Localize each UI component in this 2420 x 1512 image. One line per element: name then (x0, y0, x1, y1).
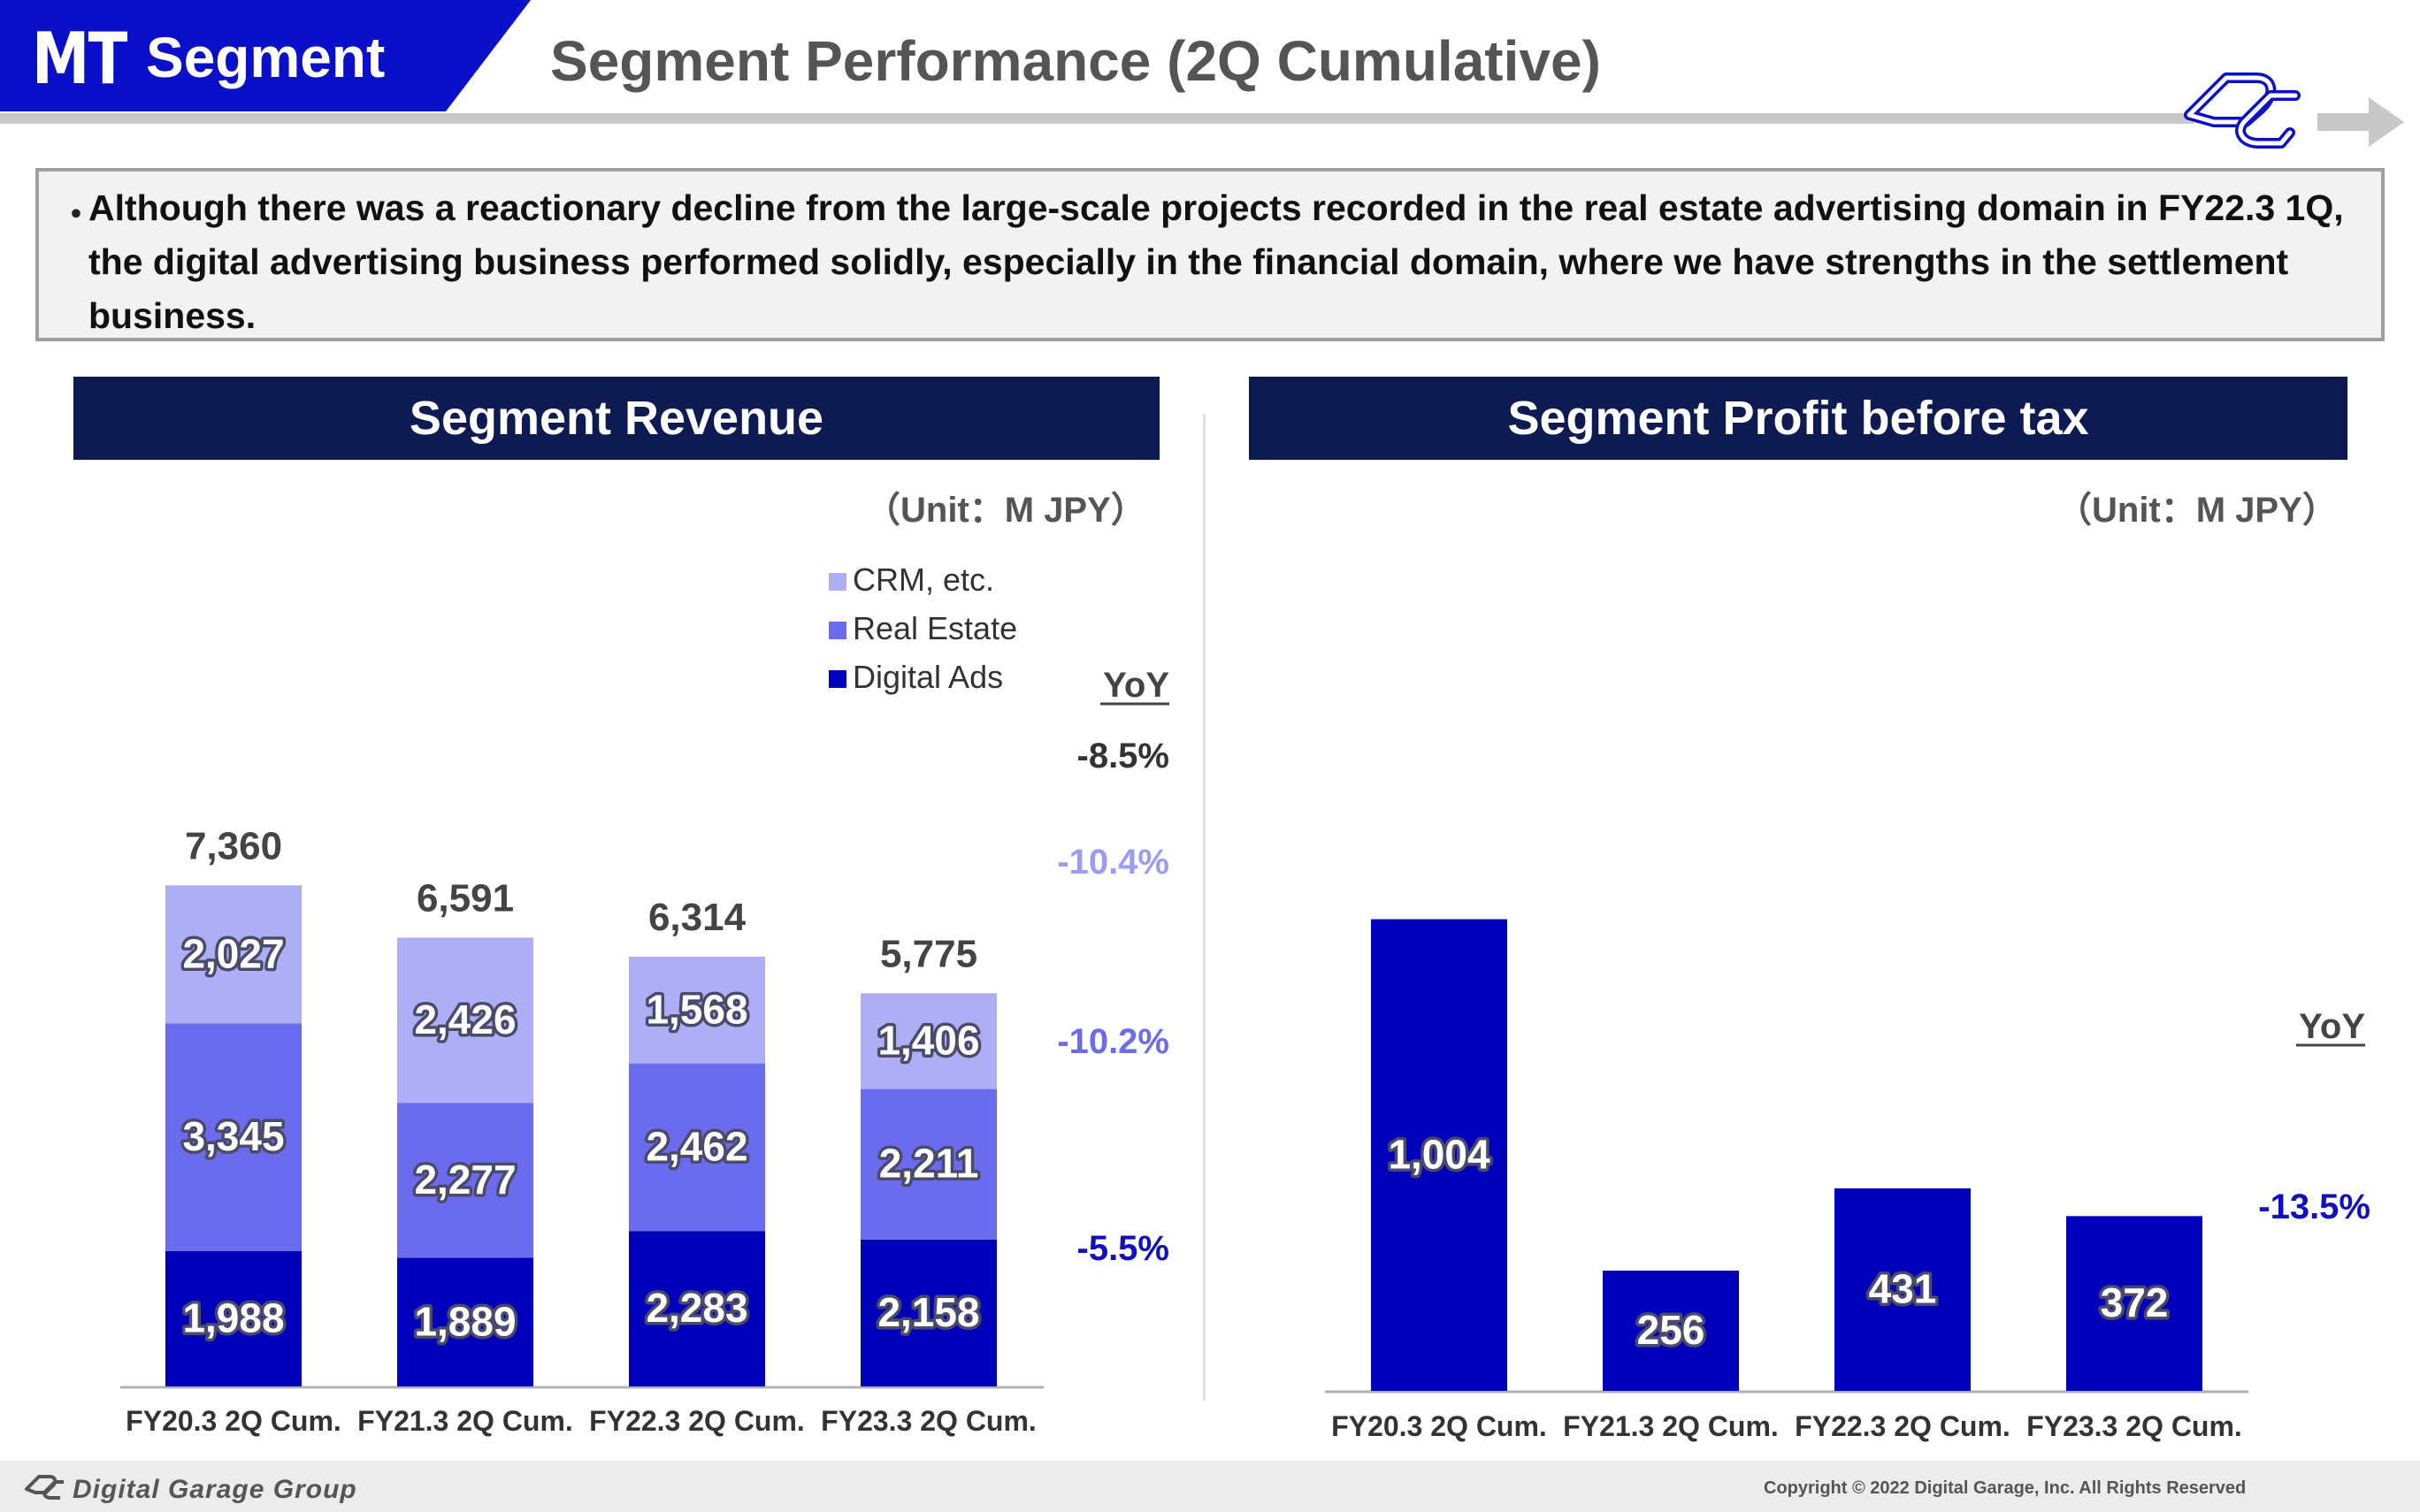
bar-value-label: 2,027 (182, 930, 284, 976)
footer-logo-icon (25, 1475, 64, 1500)
bar-value-label: 2,283 (646, 1285, 747, 1331)
profit-bar-0 (1371, 919, 1507, 1391)
footer-brand: Digital Garage Group (73, 1475, 357, 1504)
legend-swatch (829, 573, 846, 591)
total-label: 6,314 (648, 896, 747, 939)
legend-label: Digital Ads (853, 659, 1003, 695)
bar-value-label: 2,158 (877, 1289, 979, 1335)
bar-real-estate-0 (165, 1023, 302, 1251)
revenue-unit: （Unit：M JPY） (865, 491, 1146, 530)
bar-value-label: 2,211 (879, 1141, 979, 1187)
header-arrow-icon (2317, 97, 2404, 147)
bar-digital-ads-1 (397, 1257, 533, 1386)
bar-real-estate-3 (861, 1088, 997, 1240)
total-label: 7,360 (185, 824, 282, 867)
bar-value-label: 2,426 (414, 997, 516, 1042)
profit-bar-1 (1603, 1270, 1739, 1391)
page-title: Segment Performance (2Q Cumulative) (550, 29, 1601, 93)
bar-crm-etc--0 (165, 885, 302, 1024)
segment-badge (0, 0, 531, 111)
legend-label: CRM, etc. (853, 561, 994, 598)
bar-value-label: 2,462 (646, 1123, 747, 1169)
yoy-crm-etc-: -10.4% (1057, 843, 1169, 882)
bar-value-label: 256 (1637, 1307, 1705, 1353)
yoy-total: -8.5% (1077, 737, 1170, 775)
category-label: FY22.3 2Q Cum. (1795, 1410, 2010, 1442)
category-label: FY22.3 2Q Cum. (589, 1405, 805, 1437)
bar-value-label: 2,277 (414, 1157, 516, 1203)
yoy-heading: YoY (2299, 1007, 2365, 1046)
footer-bar (0, 1461, 2420, 1512)
bar-value-label: 372 (2101, 1279, 2169, 1325)
header-rule (0, 113, 2194, 124)
profit-unit: （Unit：M JPY） (2056, 491, 2338, 530)
bar-value-label: 1,406 (877, 1017, 979, 1063)
category-label: FY20.3 2Q Cum. (126, 1405, 341, 1437)
bar-value-label: 431 (1869, 1266, 1937, 1312)
yoy-real-estate: -10.2% (1057, 1022, 1169, 1061)
bar-value-label: 1,004 (1388, 1131, 1490, 1177)
category-label: FY21.3 2Q Cum. (1563, 1410, 1779, 1442)
bar-crm-etc--3 (861, 993, 997, 1089)
profit-bar-2 (1834, 1188, 1971, 1391)
bar-digital-ads-0 (165, 1250, 302, 1386)
category-label: FY21.3 2Q Cum. (357, 1405, 573, 1437)
category-label: FY20.3 2Q Cum. (1331, 1410, 1547, 1442)
legend-swatch (829, 622, 846, 639)
total-label: 6,591 (417, 876, 514, 920)
segment-badge-abbrev: MT (32, 18, 127, 100)
bar-digital-ads-2 (629, 1231, 765, 1386)
bar-real-estate-2 (629, 1063, 765, 1232)
revenue-chart: 1,988 1,889 2,283 2,158 3,345 2,277 2,462 2,211… (120, 561, 1170, 1437)
bar-crm-etc--1 (397, 937, 533, 1103)
total-label: 5,775 (880, 932, 977, 975)
profit-heading: Segment Profit before tax (1249, 377, 2347, 460)
bar-digital-ads-3 (861, 1239, 997, 1386)
summary-bullet: ・ (58, 195, 94, 234)
panel-divider (1203, 414, 1206, 1401)
bar-value-label: 3,345 (182, 1113, 284, 1159)
yoy-profit: -13.5% (2258, 1187, 2370, 1226)
segment-badge-label: Segment (146, 26, 386, 89)
category-label: FY23.3 2Q Cum. (2026, 1410, 2242, 1442)
yoy-heading: YoY (1103, 666, 1169, 705)
summary-text: Although there was a reactionary decline… (88, 187, 2344, 336)
profit-bar-3 (2066, 1216, 2202, 1391)
bar-value-label: 1,568 (646, 986, 747, 1032)
yoy-digital-ads: -5.5% (1077, 1229, 1170, 1268)
bar-value-label: 1,889 (414, 1298, 516, 1344)
revenue-heading: Segment Revenue (73, 377, 1160, 460)
legend-label: Real Estate (853, 610, 1017, 646)
copyright: Copyright © 2022 Digital Garage, Inc. Al… (1764, 1478, 2247, 1498)
summary-box (35, 168, 2385, 341)
bar-value-label: 1,988 (182, 1294, 284, 1340)
category-label: FY23.3 2Q Cum. (821, 1405, 1037, 1437)
profit-chart: 1,004 256 431 372 FY20.3 2Q Cum. FY21.3 2Q Cu… (1325, 919, 2370, 1442)
dg-logo-icon (2184, 73, 2301, 149)
bar-real-estate-1 (397, 1103, 533, 1258)
legend-swatch (829, 670, 846, 688)
bar-crm-etc--2 (629, 956, 765, 1064)
